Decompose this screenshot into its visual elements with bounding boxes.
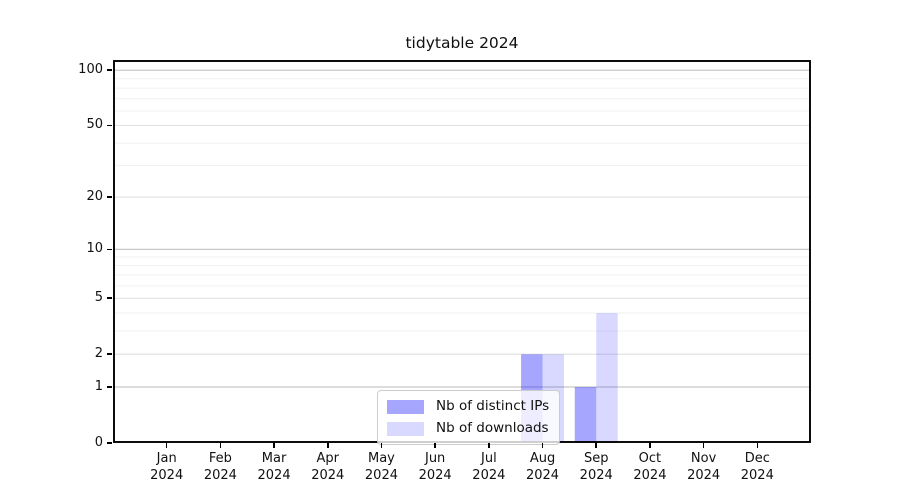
x-tick-month: Jun — [424, 451, 446, 466]
y-tick-label: 0 — [94, 435, 103, 450]
legend-item-distinct-ips: Nb of distinct IPs — [387, 398, 549, 415]
x-tick-label-dec: Dec 2024 — [741, 450, 774, 484]
x-tick-month: Jan — [156, 451, 177, 466]
x-tick-year: 2024 — [687, 468, 721, 483]
x-tick-label-nov: Nov 2024 — [687, 450, 720, 484]
x-tick-mark — [165, 443, 168, 448]
x-tick-mark — [649, 443, 651, 448]
bar-nb-of-downloads-sep — [596, 313, 618, 443]
x-tick-mark — [488, 443, 490, 448]
x-tick-label-jan: Jan 2024 — [150, 450, 183, 484]
y-tick-label: 50 — [86, 117, 103, 133]
x-tick-mark — [273, 443, 275, 448]
x-tick-year: 2024 — [740, 468, 774, 483]
x-tick-label-jul: Jul 2024 — [472, 450, 505, 484]
x-tick-mark — [595, 443, 598, 448]
x-tick-label-may: May 2024 — [365, 450, 398, 484]
x-tick-label-apr: Apr 2024 — [311, 450, 344, 484]
legend-swatch-distinct-ips — [387, 399, 424, 414]
y-tick-mark — [107, 297, 112, 300]
legend-swatch-downloads — [387, 421, 424, 436]
y-tick-mark — [107, 442, 112, 444]
x-tick-year: 2024 — [633, 468, 667, 483]
y-tick-label: 5 — [94, 290, 103, 306]
x-tick-year: 2024 — [150, 468, 184, 483]
legend: Nb of distinct IPs Nb of downloads — [377, 390, 561, 445]
y-tick-mark — [107, 353, 112, 356]
plot-border — [113, 60, 811, 443]
x-tick-label-aug: Aug 2024 — [526, 450, 559, 484]
x-tick-month: Aug — [529, 451, 556, 466]
x-tick-label-jun: Jun 2024 — [419, 450, 452, 484]
x-tick-year: 2024 — [472, 468, 506, 483]
x-tick-mark — [326, 443, 329, 448]
plot-canvas — [113, 60, 811, 443]
legend-item-downloads: Nb of downloads — [387, 420, 549, 437]
x-tick-year: 2024 — [203, 468, 237, 483]
x-tick-month: Oct — [638, 451, 662, 466]
x-tick-year: 2024 — [311, 468, 345, 483]
x-tick-year: 2024 — [525, 468, 560, 483]
x-tick-month: May — [368, 451, 395, 466]
x-tick-month: Feb — [208, 451, 232, 466]
y-tick-mark — [107, 196, 112, 198]
plot-area: Nb of distinct IPs Nb of downloads — [113, 60, 811, 445]
x-tick-month: Sep — [583, 451, 609, 466]
x-tick-mark — [219, 443, 222, 448]
x-tick-month: Apr — [316, 451, 340, 466]
x-tick-year: 2024 — [579, 468, 613, 483]
x-tick-mark — [702, 443, 705, 448]
bar-nb-of-distinct-ips-sep — [574, 387, 597, 443]
y-tick-mark — [107, 69, 112, 72]
y-tick-mark — [107, 124, 112, 127]
legend-label-distinct-ips: Nb of distinct IPs — [436, 398, 550, 414]
y-tick-label: 20 — [86, 189, 103, 205]
y-tick-label: 2 — [94, 346, 103, 362]
x-tick-year: 2024 — [257, 468, 291, 483]
x-tick-label-sep: Sep 2024 — [580, 450, 613, 484]
x-tick-year: 2024 — [364, 468, 398, 483]
chart-title: tidytable 2024 — [405, 34, 519, 52]
x-tick-label-oct: Oct 2024 — [633, 450, 666, 484]
x-tick-month: Jul — [481, 451, 497, 466]
legend-label-downloads: Nb of downloads — [436, 420, 549, 436]
y-tick-mark — [107, 386, 112, 388]
x-tick-mark — [434, 443, 436, 448]
x-tick-month: Dec — [744, 451, 770, 466]
x-tick-month: Nov — [690, 451, 717, 466]
y-tick-label: 1 — [94, 379, 103, 395]
x-tick-year: 2024 — [418, 468, 452, 483]
x-tick-mark — [541, 443, 544, 448]
y-tick-label: 100 — [78, 62, 103, 78]
y-tick-mark — [107, 248, 112, 251]
x-tick-label-feb: Feb 2024 — [204, 450, 237, 484]
x-tick-mark — [756, 443, 759, 448]
y-tick-label: 10 — [86, 241, 103, 257]
x-tick-month: Mar — [261, 451, 287, 466]
x-tick-mark — [380, 443, 383, 448]
x-tick-label-mar: Mar 2024 — [258, 450, 291, 484]
